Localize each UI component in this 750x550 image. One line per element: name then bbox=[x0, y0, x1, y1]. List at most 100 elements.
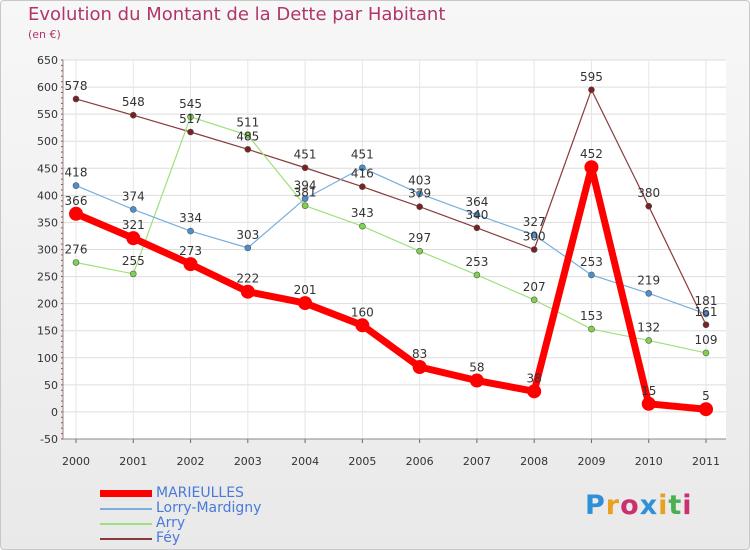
data-label: 153 bbox=[580, 309, 603, 323]
y-tick-label: 150 bbox=[37, 325, 58, 338]
x-axis: 2000 2001 2002 2003 2004 2005 2006 2007 2008 2009… bbox=[62, 438, 726, 468]
data-label: 340 bbox=[465, 208, 488, 222]
data-label: 273 bbox=[179, 244, 202, 258]
data-point bbox=[530, 246, 538, 253]
data-point bbox=[244, 131, 252, 139]
y-tick-label: 500 bbox=[37, 135, 58, 148]
data-point bbox=[72, 259, 80, 266]
data-point bbox=[126, 231, 141, 246]
data-point bbox=[699, 402, 713, 417]
data-label: 327 bbox=[523, 215, 546, 229]
chart-title: Evolution du Montant de la Dette par Hab… bbox=[28, 4, 446, 25]
data-point bbox=[473, 224, 481, 232]
data-label: 276 bbox=[65, 242, 88, 256]
x-tick-label: 2009 bbox=[577, 455, 605, 468]
data-point bbox=[416, 190, 423, 198]
data-point bbox=[244, 244, 252, 252]
data-point bbox=[588, 271, 595, 279]
data-point bbox=[469, 373, 484, 388]
data-label: 511 bbox=[236, 115, 259, 129]
chart-subtitle: (en €) bbox=[28, 28, 61, 41]
data-label: 416 bbox=[351, 167, 374, 181]
data-point bbox=[473, 211, 481, 219]
data-point bbox=[588, 325, 595, 333]
data-point bbox=[359, 222, 366, 230]
data-point bbox=[530, 296, 538, 304]
data-label: 595 bbox=[580, 70, 603, 84]
y-tick-label: -50 bbox=[40, 433, 58, 446]
data-label: 181 bbox=[695, 294, 718, 308]
y-tick-label: 400 bbox=[37, 189, 58, 202]
x-tick-label: 2002 bbox=[177, 455, 205, 468]
data-point bbox=[359, 183, 366, 190]
data-point bbox=[412, 359, 427, 374]
data-label: 5 bbox=[702, 389, 710, 403]
legend-label: MARIEULLES bbox=[156, 485, 244, 501]
y-axis: 650600550500450400350300250200150100500-… bbox=[37, 54, 64, 446]
data-point bbox=[702, 349, 710, 357]
data-point bbox=[588, 86, 595, 94]
legend-swatch bbox=[100, 508, 152, 510]
data-label: 255 bbox=[122, 254, 145, 268]
data-labels: 366 321 273 222 201 160 83 58 38 452 15 5 418 374 334 3… bbox=[65, 70, 718, 403]
data-point bbox=[301, 202, 309, 209]
data-point bbox=[641, 396, 656, 411]
data-label: 364 bbox=[465, 195, 488, 209]
x-tick-label: 2001 bbox=[119, 455, 147, 468]
data-label: 366 bbox=[65, 194, 88, 208]
y-tick-label: 650 bbox=[37, 54, 58, 67]
data-point bbox=[240, 284, 255, 299]
y-tick-label: 250 bbox=[37, 271, 58, 284]
data-label: 207 bbox=[523, 280, 546, 294]
legend-label: Féy bbox=[156, 530, 181, 546]
legend-swatch bbox=[100, 538, 152, 540]
data-label: 403 bbox=[408, 174, 431, 188]
logo-letter: x bbox=[639, 490, 659, 521]
legend-swatch bbox=[100, 490, 152, 497]
y-tick-label: 450 bbox=[37, 162, 58, 175]
data-label: 381 bbox=[294, 186, 317, 200]
data-point bbox=[69, 206, 83, 221]
y-tick-label: 50 bbox=[44, 379, 58, 392]
series-line-lorry-mardigny bbox=[75, 167, 707, 315]
data-label: 38 bbox=[527, 371, 542, 385]
data-label: 545 bbox=[179, 97, 202, 111]
data-point bbox=[473, 271, 481, 279]
logo-letter: o bbox=[620, 490, 640, 521]
data-point bbox=[416, 203, 423, 211]
data-point bbox=[129, 206, 137, 213]
data-point bbox=[301, 195, 309, 202]
data-point bbox=[187, 227, 194, 235]
legend-label: Arry bbox=[156, 515, 186, 531]
data-label: 334 bbox=[179, 211, 202, 225]
data-label: 58 bbox=[469, 361, 484, 375]
logo-letter: t bbox=[668, 490, 683, 521]
data-label: 418 bbox=[65, 166, 88, 180]
data-point bbox=[355, 318, 370, 333]
data-point bbox=[129, 111, 137, 119]
data-label: 517 bbox=[179, 112, 202, 126]
data-label: 321 bbox=[122, 218, 145, 232]
x-tick-label: 2008 bbox=[520, 455, 548, 468]
data-point bbox=[129, 270, 137, 278]
data-label: 452 bbox=[580, 147, 603, 161]
data-point bbox=[645, 202, 653, 210]
data-label: 297 bbox=[408, 231, 431, 245]
data-label: 379 bbox=[408, 187, 431, 201]
data-label: 15 bbox=[641, 384, 656, 398]
logo-letter: P bbox=[585, 490, 606, 521]
data-label: 83 bbox=[412, 347, 427, 361]
x-tick-label: 2006 bbox=[406, 455, 434, 468]
data-point bbox=[183, 257, 198, 272]
data-label: 222 bbox=[236, 272, 259, 286]
data-point bbox=[702, 321, 710, 329]
data-label: 161 bbox=[695, 305, 718, 319]
x-tick-label: 2000 bbox=[62, 455, 90, 468]
proxiti-logo: Proxiti bbox=[585, 490, 693, 521]
series-line-féy bbox=[75, 89, 707, 326]
data-label: 109 bbox=[695, 333, 718, 347]
data-label: 451 bbox=[351, 148, 374, 162]
data-label: 303 bbox=[236, 228, 259, 242]
data-label: 394 bbox=[294, 179, 317, 193]
